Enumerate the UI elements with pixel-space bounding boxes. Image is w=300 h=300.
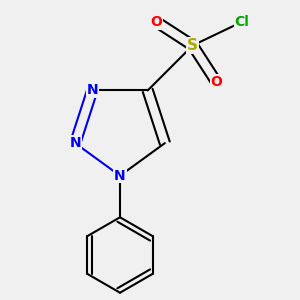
Text: N: N bbox=[69, 136, 81, 150]
Text: O: O bbox=[210, 75, 222, 89]
Text: Cl: Cl bbox=[235, 15, 249, 29]
Text: N: N bbox=[114, 169, 126, 183]
Text: S: S bbox=[187, 38, 198, 53]
Text: O: O bbox=[150, 15, 162, 29]
Text: N: N bbox=[86, 83, 98, 98]
